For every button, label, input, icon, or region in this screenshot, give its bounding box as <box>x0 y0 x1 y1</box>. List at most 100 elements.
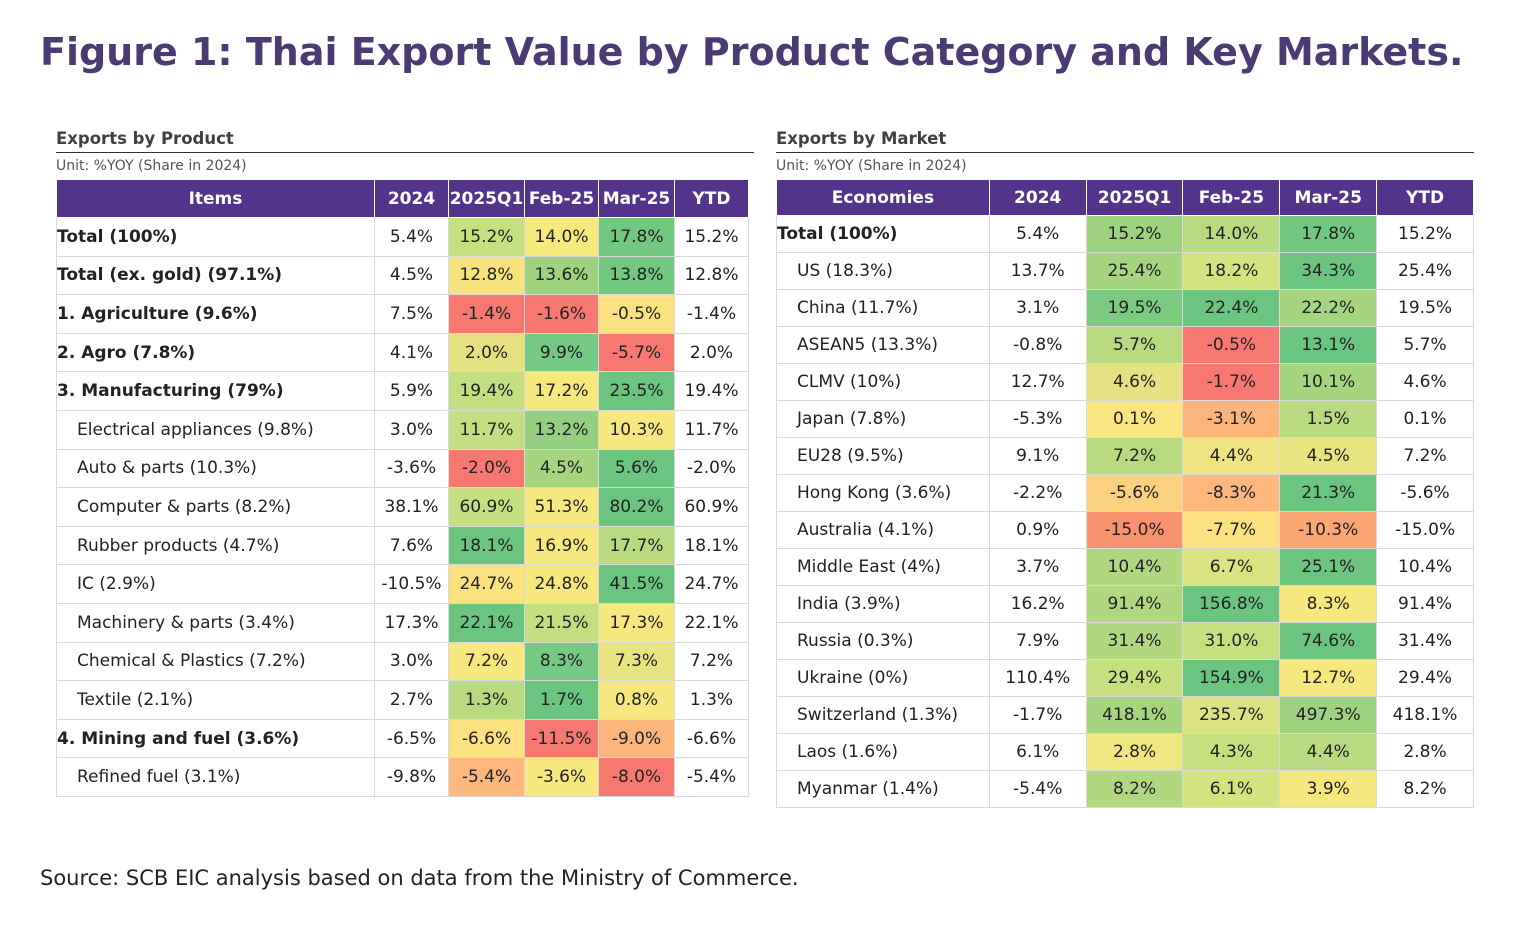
row-label: Textile (2.1%) <box>56 680 375 720</box>
value-cell-mar-25: -5.7% <box>598 332 675 373</box>
table-row: India (3.9%) 16.2% 91.4% 156.8% 8.3% 91.4% <box>776 585 1474 623</box>
table-row: Middle East (4%) 3.7% 10.4% 6.7% 25.1% 10.4% <box>776 548 1474 586</box>
row-label: Russia (0.3%) <box>776 622 990 660</box>
table-row: Chemical & Plastics (7.2%) 3.0% 7.2% 8.3% 7.… <box>56 641 749 682</box>
value-cell-2024: 7.6% <box>374 525 449 566</box>
value-cell-ytd: 1.3% <box>674 680 749 720</box>
row-label: Chemical & Plastics (7.2%) <box>56 641 375 682</box>
value-cell-mar-25: 1.5% <box>1279 400 1378 438</box>
value-cell-2025q1: 0.1% <box>1085 400 1184 438</box>
value-cell-feb-25: 14.0% <box>524 217 599 257</box>
table-row: Switzerland (1.3%) -1.7% 418.1% 235.7% 497.3… <box>776 696 1474 734</box>
table-row: IC (2.9%) -10.5% 24.7% 24.8% 41.5% 24.7% <box>56 564 749 604</box>
table-row: Total (100%) 5.4% 15.2% 14.0% 17.8% 15.2% <box>56 217 749 257</box>
value-cell-2024: -0.8% <box>988 326 1087 364</box>
value-cell-2024: 110.4% <box>988 659 1087 697</box>
column-header-mar-25: Mar-25 <box>598 179 675 218</box>
value-cell-ytd: -15.0% <box>1376 511 1474 549</box>
value-cell-mar-25: 17.3% <box>598 602 675 643</box>
value-cell-ytd: 10.4% <box>1376 548 1474 586</box>
value-cell-2024: 3.7% <box>988 548 1087 586</box>
row-label: Rubber products (4.7%) <box>56 525 375 566</box>
value-cell-ytd: -1.4% <box>674 294 749 334</box>
value-cell-2024: 12.7% <box>988 363 1087 401</box>
value-cell-ytd: 0.1% <box>1376 400 1474 438</box>
value-cell-feb-25: 9.9% <box>524 332 599 373</box>
value-cell-2025q1: 2.0% <box>448 332 525 373</box>
value-cell-2024: 13.7% <box>988 252 1087 290</box>
row-label: Total (100%) <box>776 215 990 253</box>
row-label: Computer & parts (8.2%) <box>56 487 375 527</box>
value-cell-feb-25: 13.6% <box>524 255 599 296</box>
value-cell-mar-25: -9.0% <box>598 718 675 759</box>
value-cell-mar-25: 10.3% <box>598 409 675 450</box>
table-row: Electrical appliances (9.8%) 3.0% 11.7% 13.… <box>56 409 749 450</box>
value-cell-ytd: 22.1% <box>674 602 749 643</box>
value-cell-2024: -1.7% <box>988 696 1087 734</box>
value-cell-2024: 4.5% <box>374 255 449 296</box>
table-row: 1. Agriculture (9.6%) 7.5% -1.4% -1.6% -0.5%… <box>56 294 749 334</box>
row-label: Myanmar (1.4%) <box>776 770 990 808</box>
value-cell-feb-25: 51.3% <box>524 487 599 527</box>
panel-title: Exports by Market <box>776 129 947 148</box>
divider <box>56 152 754 153</box>
row-label: 2. Agro (7.8%) <box>56 332 375 373</box>
table-row: China (11.7%) 3.1% 19.5% 22.4% 22.2% 19.5% <box>776 289 1474 327</box>
value-cell-mar-25: 4.5% <box>1279 437 1378 475</box>
value-cell-2025q1: 2.8% <box>1085 733 1184 771</box>
column-header-ytd: YTD <box>1376 179 1474 216</box>
value-cell-2025q1: 1.3% <box>448 680 525 720</box>
value-cell-ytd: -2.0% <box>674 448 749 489</box>
value-cell-2024: -2.2% <box>988 474 1087 512</box>
row-label: China (11.7%) <box>776 289 990 327</box>
value-cell-2024: 17.3% <box>374 602 449 643</box>
value-cell-feb-25: 18.2% <box>1182 252 1281 290</box>
value-cell-mar-25: 22.2% <box>1279 289 1378 327</box>
value-cell-2025q1: 15.2% <box>448 217 525 257</box>
unit-label: Unit: %YOY (Share in 2024) <box>776 158 967 174</box>
value-cell-mar-25: 13.1% <box>1279 326 1378 364</box>
value-cell-ytd: 15.2% <box>1376 215 1474 253</box>
value-cell-feb-25: 235.7% <box>1182 696 1281 734</box>
row-label: Japan (7.8%) <box>776 400 990 438</box>
value-cell-2025q1: 12.8% <box>448 255 525 296</box>
value-cell-2025q1: 25.4% <box>1085 252 1184 290</box>
column-header-ytd: YTD <box>674 179 749 218</box>
table-row: Computer & parts (8.2%) 38.1% 60.9% 51.3% 80… <box>56 487 749 527</box>
value-cell-2025q1: -15.0% <box>1085 511 1184 549</box>
value-cell-2025q1: 19.5% <box>1085 289 1184 327</box>
table-row: 2. Agro (7.8%) 4.1% 2.0% 9.9% -5.7% 2.0% <box>56 332 749 373</box>
table-row: Machinery & parts (3.4%) 17.3% 22.1% 21.5% 1… <box>56 602 749 643</box>
row-label: Machinery & parts (3.4%) <box>56 602 375 643</box>
value-cell-mar-25: 34.3% <box>1279 252 1378 290</box>
value-cell-2024: -6.5% <box>374 718 449 759</box>
value-cell-feb-25: -3.6% <box>524 757 599 797</box>
value-cell-feb-25: 154.9% <box>1182 659 1281 697</box>
value-cell-ytd: 418.1% <box>1376 696 1474 734</box>
value-cell-feb-25: -0.5% <box>1182 326 1281 364</box>
value-cell-feb-25: -1.6% <box>524 294 599 334</box>
value-cell-feb-25: -7.7% <box>1182 511 1281 549</box>
value-cell-feb-25: 21.5% <box>524 602 599 643</box>
value-cell-mar-25: -8.0% <box>598 757 675 797</box>
value-cell-2025q1: 8.2% <box>1085 770 1184 808</box>
value-cell-2025q1: 91.4% <box>1085 585 1184 623</box>
table-row: Russia (0.3%) 7.9% 31.4% 31.0% 74.6% 31.4% <box>776 622 1474 660</box>
column-header-2024: 2024 <box>988 179 1087 216</box>
value-cell-2025q1: -5.6% <box>1085 474 1184 512</box>
row-label: Electrical appliances (9.8%) <box>56 409 375 450</box>
value-cell-feb-25: 22.4% <box>1182 289 1281 327</box>
value-cell-mar-25: 41.5% <box>598 564 675 604</box>
value-cell-2024: 3.0% <box>374 641 449 682</box>
table-row: US (18.3%) 13.7% 25.4% 18.2% 34.3% 25.4% <box>776 252 1474 290</box>
column-header-feb-25: Feb-25 <box>524 179 599 218</box>
value-cell-2024: 3.0% <box>374 409 449 450</box>
source-note: Source: SCB EIC analysis based on data f… <box>40 866 799 890</box>
row-label: Refined fuel (3.1%) <box>56 757 375 797</box>
row-label: Switzerland (1.3%) <box>776 696 990 734</box>
row-label: Total (100%) <box>56 217 375 257</box>
market-table: Economies 2024 2025Q1 Feb-25 Mar-25 YTD Total… <box>776 179 1474 808</box>
value-cell-feb-25: 8.3% <box>524 641 599 682</box>
value-cell-2025q1: 29.4% <box>1085 659 1184 697</box>
row-label: Auto & parts (10.3%) <box>56 448 375 489</box>
